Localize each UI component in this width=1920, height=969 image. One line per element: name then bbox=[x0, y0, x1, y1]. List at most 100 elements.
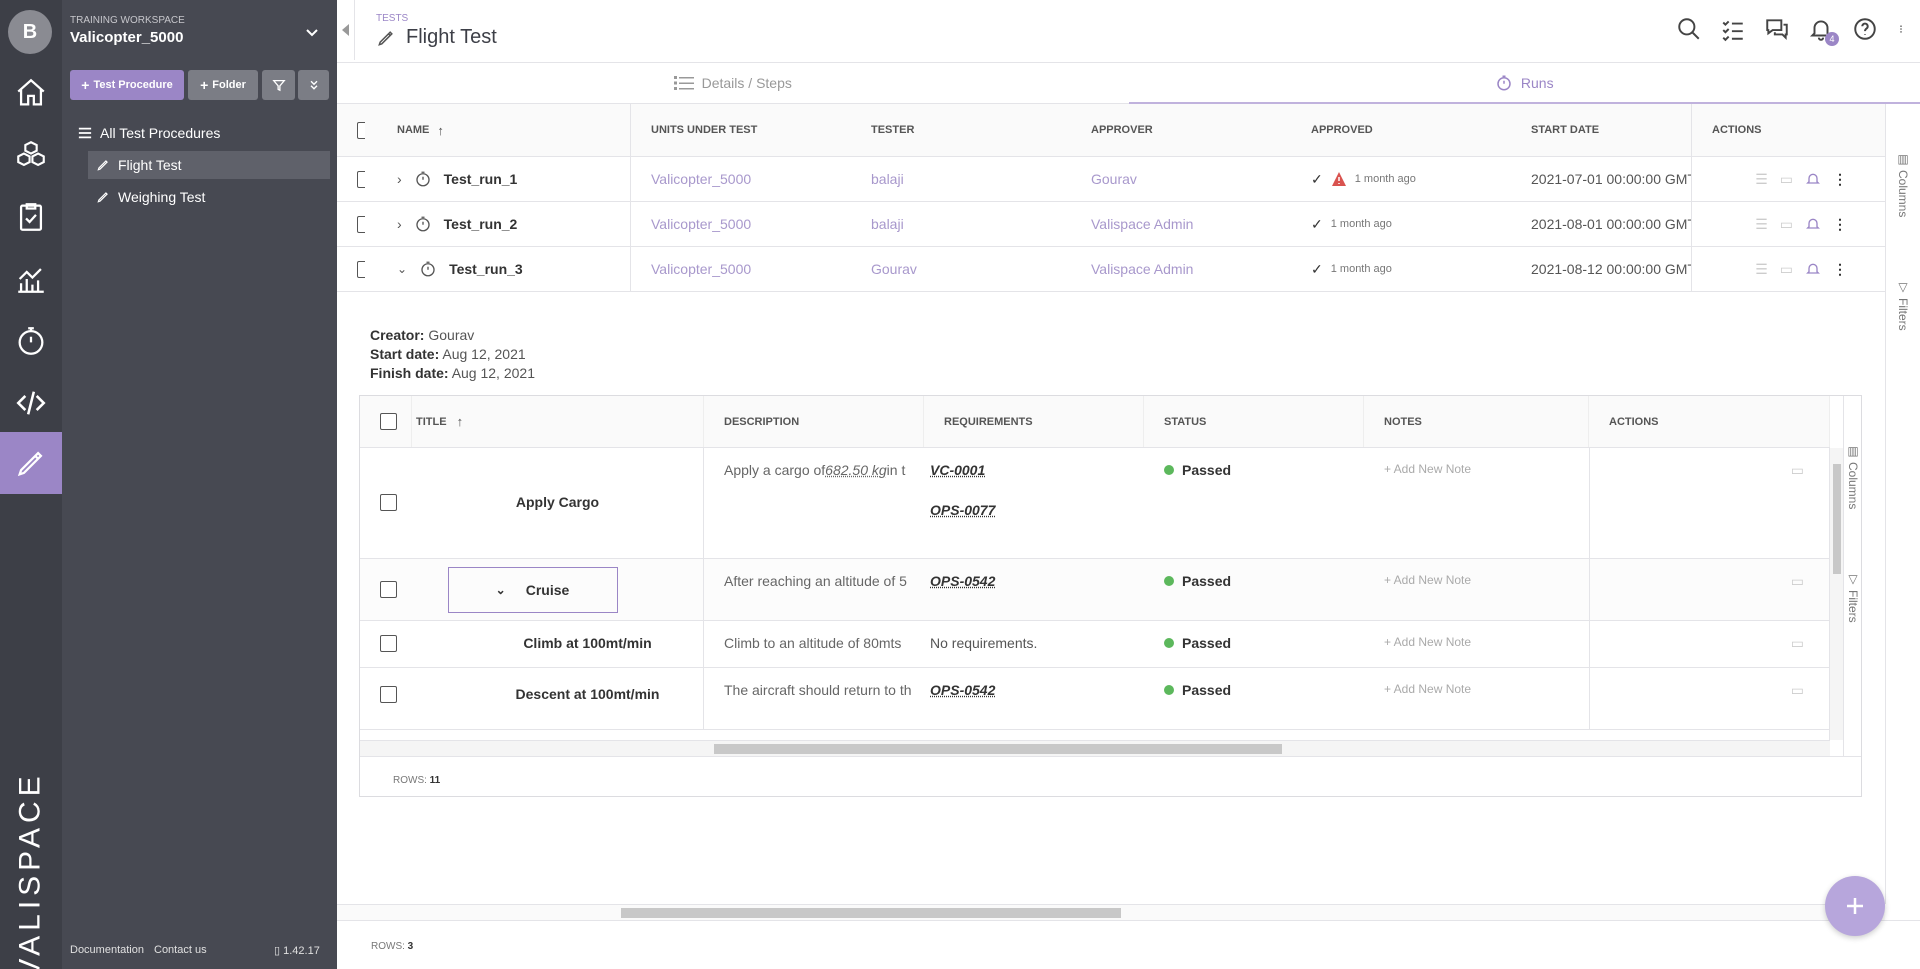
more-vertical-icon[interactable]: ⋮ bbox=[1833, 261, 1847, 278]
cubes-icon[interactable] bbox=[0, 124, 62, 186]
comments-icon[interactable]: ▭ bbox=[1780, 171, 1793, 188]
table-row[interactable]: ⌄ Cruise After reaching an altitude of 5… bbox=[360, 559, 1830, 621]
cruise-group-toggle[interactable]: ⌄ Cruise bbox=[448, 567, 618, 613]
run-approver[interactable]: Valispace Admin bbox=[1071, 247, 1291, 291]
bell-icon[interactable] bbox=[1805, 261, 1821, 277]
tree-item-flight-test[interactable]: Flight Test bbox=[88, 151, 330, 179]
chevron-right-icon[interactable]: › bbox=[397, 216, 402, 232]
comments-icon[interactable]: ▭ bbox=[1791, 573, 1804, 590]
column-header-notes[interactable]: NOTES bbox=[1364, 396, 1589, 447]
home-icon[interactable] bbox=[0, 62, 62, 124]
comments-icon[interactable]: ▭ bbox=[1791, 462, 1804, 479]
breadcrumb[interactable]: TESTS bbox=[376, 13, 408, 24]
comments-icon[interactable]: ▭ bbox=[1791, 682, 1804, 699]
notifications-button[interactable]: 4 bbox=[1808, 16, 1834, 42]
tab-details-steps[interactable]: Details / Steps bbox=[337, 63, 1129, 104]
add-folder-button[interactable]: + Folder bbox=[188, 70, 258, 100]
clipboard-check-icon[interactable] bbox=[0, 186, 62, 248]
task-list-icon[interactable]: ☰ bbox=[1755, 171, 1768, 188]
bell-icon[interactable] bbox=[1805, 171, 1821, 187]
add-run-fab[interactable] bbox=[1825, 876, 1885, 936]
workspace-name[interactable]: Valicopter_5000 bbox=[70, 29, 183, 46]
step-status[interactable]: Passed bbox=[1144, 621, 1364, 667]
comments-icon[interactable]: ▭ bbox=[1791, 635, 1804, 652]
column-header-name[interactable]: NAME ↑ bbox=[365, 104, 631, 156]
table-row[interactable]: › Test_run_1 Valicopter_5000 balaji Gour… bbox=[337, 157, 1885, 202]
steps-horizontal-scrollbar[interactable] bbox=[360, 740, 1830, 756]
tab-runs[interactable]: Runs bbox=[1129, 63, 1920, 104]
columns-toggle[interactable]: ▥ Columns bbox=[1896, 152, 1910, 217]
column-header-requirements[interactable]: REQUIREMENTS bbox=[924, 396, 1144, 447]
task-list-icon[interactable]: ☰ bbox=[1755, 261, 1768, 278]
table-row[interactable]: Climb at 100mt/min Climb to an altitude … bbox=[360, 621, 1830, 668]
stopwatch-icon[interactable] bbox=[0, 310, 62, 372]
step-status[interactable]: Passed bbox=[1144, 448, 1364, 558]
run-name[interactable]: Test_run_2 bbox=[444, 216, 518, 232]
add-note-button[interactable]: + Add New Note bbox=[1364, 448, 1589, 558]
code-icon[interactable] bbox=[0, 372, 62, 434]
run-name[interactable]: Test_run_1 bbox=[444, 171, 518, 187]
row-checkbox[interactable] bbox=[357, 216, 365, 233]
table-row[interactable]: Descent at 100mt/min The aircraft should… bbox=[360, 668, 1830, 730]
add-note-button[interactable]: + Add New Note bbox=[1364, 559, 1589, 620]
run-approver[interactable]: Gourav bbox=[1071, 157, 1291, 201]
run-uut[interactable]: Valicopter_5000 bbox=[631, 157, 851, 201]
documentation-link[interactable]: Documentation bbox=[70, 944, 144, 956]
comments-icon[interactable] bbox=[1764, 16, 1790, 42]
requirement-link[interactable]: OPS-0077 bbox=[930, 502, 995, 518]
column-header-title[interactable]: TITLE ↑ bbox=[412, 396, 704, 447]
column-header-description[interactable]: DESCRIPTION bbox=[704, 396, 924, 447]
scrollbar-thumb[interactable] bbox=[714, 744, 1282, 754]
bell-icon[interactable] bbox=[1805, 216, 1821, 232]
row-checkbox[interactable] bbox=[380, 494, 397, 511]
requirement-link[interactable]: OPS-0542 bbox=[930, 573, 995, 589]
chevron-down-icon[interactable] bbox=[304, 24, 320, 40]
add-note-button[interactable]: + Add New Note bbox=[1364, 668, 1589, 729]
step-title[interactable]: Apply Cargo bbox=[412, 448, 704, 558]
select-all-checkbox[interactable] bbox=[357, 122, 365, 139]
step-status[interactable]: Passed bbox=[1144, 559, 1364, 620]
task-list-icon[interactable]: ☰ bbox=[1755, 216, 1768, 233]
select-all-steps-checkbox[interactable] bbox=[380, 413, 397, 430]
run-name[interactable]: Test_run_3 bbox=[449, 261, 523, 277]
run-tester[interactable]: balaji bbox=[851, 202, 1071, 246]
table-row[interactable]: Apply Cargo Apply a cargo of 682.50 kg i… bbox=[360, 448, 1830, 559]
help-icon[interactable] bbox=[1852, 16, 1878, 42]
chart-icon[interactable] bbox=[0, 248, 62, 310]
row-checkbox[interactable] bbox=[357, 171, 365, 188]
run-tester[interactable]: balaji bbox=[851, 157, 1071, 201]
add-test-procedure-button[interactable]: + Test Procedure bbox=[70, 70, 184, 100]
chevron-down-icon[interactable]: ⌄ bbox=[397, 262, 407, 276]
step-title[interactable]: Descent at 100mt/min bbox=[412, 668, 704, 729]
step-status[interactable]: Passed bbox=[1144, 668, 1364, 729]
more-vertical-icon[interactable] bbox=[1896, 16, 1906, 42]
step-title[interactable]: Climb at 100mt/min bbox=[412, 621, 704, 667]
scrollbar-thumb[interactable] bbox=[1833, 464, 1841, 574]
column-header-status[interactable]: STATUS bbox=[1144, 396, 1364, 447]
steps-vertical-scrollbar[interactable] bbox=[1829, 448, 1843, 740]
tree-item-all-test-procedures[interactable]: All Test Procedures bbox=[62, 119, 337, 147]
column-header-approved[interactable]: APPROVED bbox=[1291, 104, 1511, 156]
user-avatar[interactable]: B bbox=[8, 10, 52, 54]
run-tester[interactable]: Gourav bbox=[851, 247, 1071, 291]
run-approver[interactable]: Valispace Admin bbox=[1071, 202, 1291, 246]
collapse-sidebar-button[interactable] bbox=[337, 0, 355, 60]
steps-filters-toggle[interactable]: ▽ Filters bbox=[1846, 572, 1860, 623]
task-list-icon[interactable] bbox=[1720, 16, 1746, 42]
pencil-ruler-icon[interactable] bbox=[0, 432, 62, 494]
row-checkbox[interactable] bbox=[380, 635, 397, 652]
row-checkbox[interactable] bbox=[357, 261, 365, 278]
row-checkbox[interactable] bbox=[380, 581, 397, 598]
more-vertical-icon[interactable]: ⋮ bbox=[1833, 171, 1847, 188]
add-note-button[interactable]: + Add New Note bbox=[1364, 621, 1589, 667]
search-icon[interactable] bbox=[1676, 16, 1702, 42]
table-row[interactable]: › Test_run_2 Valicopter_5000 balaji Vali… bbox=[337, 202, 1885, 247]
run-uut[interactable]: Valicopter_5000 bbox=[631, 202, 851, 246]
column-header-approver[interactable]: APPROVER bbox=[1071, 104, 1291, 156]
row-checkbox[interactable] bbox=[380, 686, 397, 703]
collapse-all-button[interactable] bbox=[298, 70, 329, 100]
filters-toggle[interactable]: ▽ Filters bbox=[1896, 280, 1910, 331]
requirement-link[interactable]: VC-0001 bbox=[930, 462, 985, 478]
filter-button[interactable] bbox=[262, 70, 295, 100]
run-uut[interactable]: Valicopter_5000 bbox=[631, 247, 851, 291]
